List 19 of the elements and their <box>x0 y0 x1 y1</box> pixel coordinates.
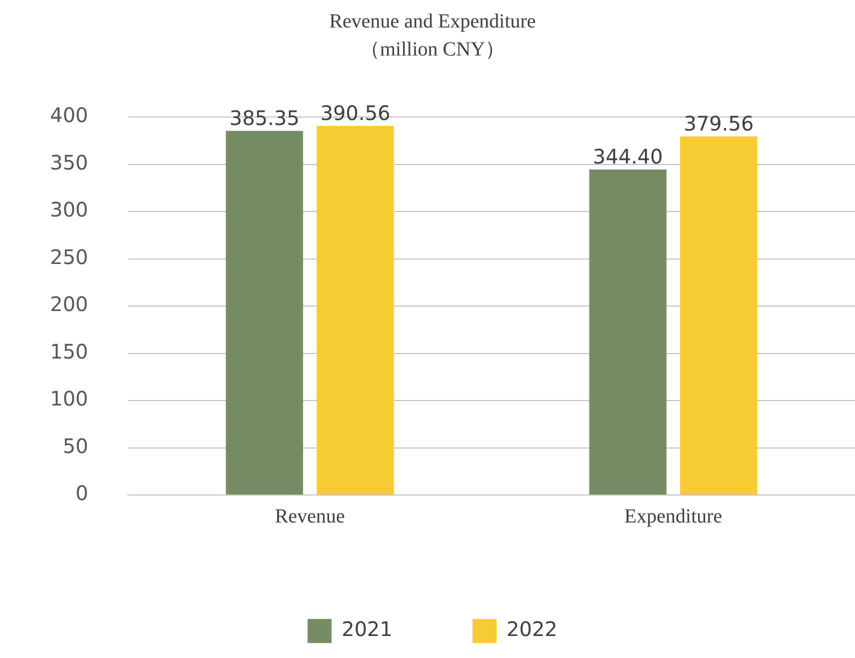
y-tick-label: 100 <box>50 386 88 411</box>
text: 379.56 <box>684 112 754 136</box>
x-tick-label: Revenue <box>274 505 345 528</box>
text: 344.40 <box>592 144 663 169</box>
y-tick-label: 150 <box>50 339 88 364</box>
chart-title: Revenue and Expenditure <box>329 10 536 32</box>
chart-subtitle: （million CNY） <box>360 38 506 60</box>
text: 385.35 <box>229 106 300 130</box>
legend-label: 2022 <box>506 617 558 642</box>
y-tick-label: 50 <box>62 434 88 458</box>
y-tick-label: 250 <box>50 244 88 269</box>
x-tick-label: Expenditure <box>624 505 722 528</box>
text: 390.56 <box>320 101 390 126</box>
y-tick-label: 0 <box>75 481 88 506</box>
y-tick-label: 350 <box>50 150 88 174</box>
y-tick-label: 400 <box>50 103 88 128</box>
y-tick-label: 300 <box>50 198 88 222</box>
y-tick-label: 200 <box>50 292 88 316</box>
legend-label: 2021 <box>342 617 393 642</box>
